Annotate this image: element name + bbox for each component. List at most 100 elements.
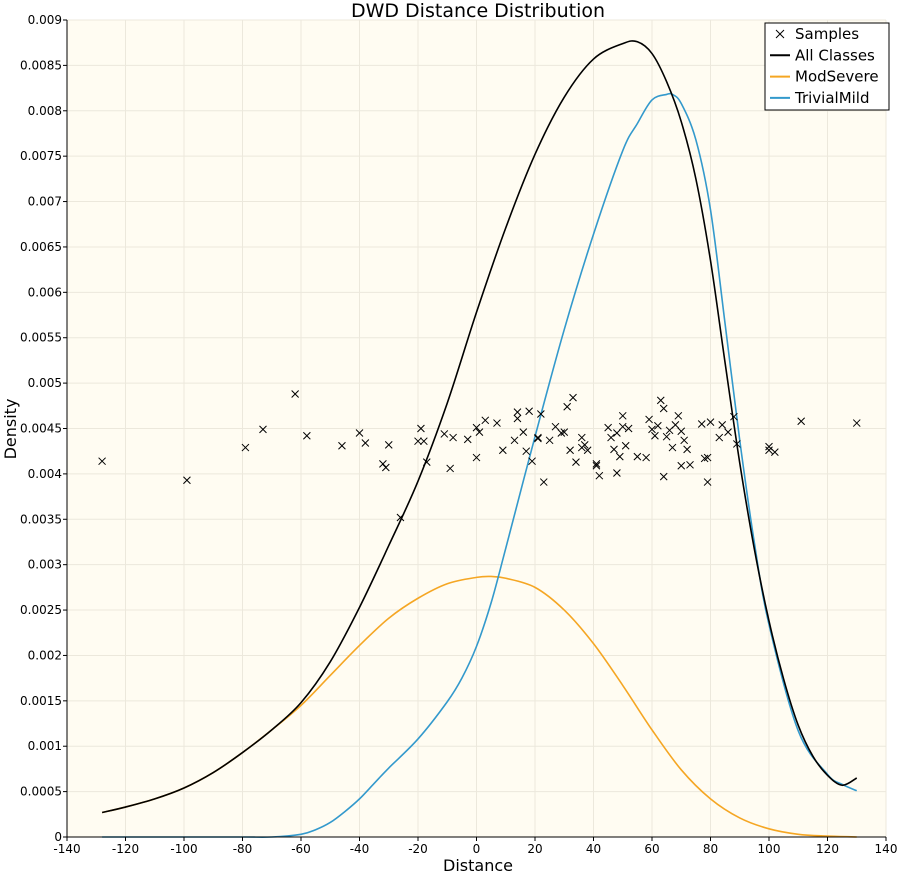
sample-point — [259, 425, 267, 434]
sample-point — [98, 457, 106, 466]
sample-point — [572, 458, 580, 466]
sample-point — [302, 431, 311, 440]
sample-point — [577, 433, 586, 442]
series-line-all-classes — [101, 40, 858, 814]
sample-point — [595, 471, 604, 480]
legend-item-modsevere: ModSevere — [770, 68, 879, 86]
sample-point — [510, 436, 519, 445]
y-tick-label: 0 — [54, 830, 62, 844]
sample-point — [592, 461, 601, 470]
sample-point — [680, 436, 689, 445]
y-tick-label: 0.0085 — [20, 58, 62, 72]
sample-point — [361, 439, 370, 447]
axes: -140 -120 -100 -80 -60 -40 -20 0 20 40 60 80 100 120 1… — [20, 13, 897, 856]
legend: Samples All Classes ModSevere TrivialMild — [764, 22, 890, 111]
x-tick-label: 0 — [473, 842, 481, 856]
sample-point — [472, 423, 481, 432]
sample-point — [536, 410, 545, 418]
sample-point — [633, 452, 642, 461]
y-tick-label: 0.0035 — [20, 512, 62, 526]
legend-box — [764, 22, 890, 111]
sample-point — [624, 424, 633, 433]
x-tick-label: 140 — [875, 842, 898, 856]
sample-point — [446, 464, 455, 473]
sample-point — [417, 424, 425, 433]
legend-label: Samples — [795, 25, 859, 43]
sample-point — [613, 469, 621, 477]
y-tick-label: 0.0075 — [20, 149, 62, 163]
sample-point — [730, 412, 738, 421]
x-tick-label: -40 — [350, 842, 370, 856]
x-axis-label: Distance — [443, 856, 513, 875]
sample-point — [852, 419, 861, 427]
sample-point — [653, 421, 662, 430]
y-tick-label: 0.005 — [28, 376, 62, 390]
samples-markers — [98, 390, 861, 522]
sample-point — [613, 429, 621, 437]
sample-point — [534, 433, 542, 442]
sample-point — [414, 437, 422, 446]
x-tick-label: 60 — [644, 842, 659, 856]
legend-label: ModSevere — [795, 68, 879, 86]
y-tick-label: 0.002 — [28, 648, 62, 662]
sample-point — [580, 440, 589, 449]
y-tick-label: 0.006 — [28, 285, 62, 299]
sample-point — [566, 446, 574, 455]
sample-point — [618, 422, 627, 431]
sample-point — [563, 402, 572, 411]
y-axis-label: Density — [1, 399, 20, 460]
sample-point — [528, 457, 536, 466]
y-tick-label: 0.0065 — [20, 240, 62, 254]
sample-point — [668, 443, 677, 452]
sample-point — [686, 460, 694, 469]
sample-point — [700, 454, 709, 463]
sample-point — [498, 446, 507, 455]
sample-point — [539, 478, 548, 486]
sample-point — [475, 428, 484, 436]
sample-point — [697, 420, 706, 428]
sample-point — [671, 421, 680, 429]
x-tick-label: -120 — [112, 842, 139, 856]
sample-point — [659, 472, 668, 481]
y-tick-label: 0.0055 — [20, 331, 62, 345]
x-tick-label: 120 — [816, 842, 839, 856]
x-tick-label: -80 — [233, 842, 253, 856]
sample-point — [703, 453, 712, 462]
sample-point — [718, 421, 727, 429]
sample-point — [618, 411, 627, 420]
sample-point — [621, 441, 630, 450]
y-tick-label: 0.004 — [28, 467, 62, 481]
sample-point — [724, 428, 732, 436]
y-tick-label: 0.007 — [28, 195, 62, 209]
y-tick-label: 0.008 — [28, 104, 62, 118]
sample-point — [493, 419, 501, 427]
legend-label: All Classes — [795, 46, 875, 64]
sample-point — [569, 393, 577, 402]
sample-point — [583, 446, 592, 455]
sample-point — [604, 423, 612, 432]
sample-point — [656, 396, 665, 405]
sample-point — [715, 433, 724, 442]
sample-point — [683, 445, 691, 454]
y-tick-label: 0.0005 — [20, 785, 62, 799]
x-tick-label: -60 — [291, 842, 311, 856]
sample-point — [440, 430, 449, 438]
sample-point — [651, 431, 659, 440]
sample-point — [422, 458, 431, 466]
sample-point — [677, 461, 686, 470]
sample-point — [557, 429, 566, 437]
x-tick-label: -20 — [408, 842, 428, 856]
sample-point — [291, 390, 300, 398]
legend-item-all-classes: All Classes — [770, 46, 875, 64]
legend-label: TrivialMild — [794, 89, 870, 107]
x-tick-label: 40 — [586, 842, 601, 856]
legend-item-trivialmild: TrivialMild — [770, 89, 870, 107]
sample-point — [384, 440, 393, 449]
sample-point — [674, 411, 683, 420]
sample-point — [463, 435, 472, 444]
sample-point — [765, 446, 773, 455]
legend-item-samples: Samples — [775, 25, 859, 43]
sample-point — [449, 433, 457, 442]
sample-point — [610, 445, 618, 454]
